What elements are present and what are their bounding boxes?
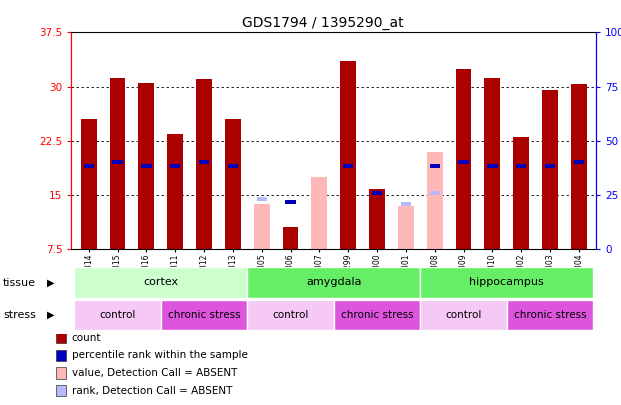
Bar (398, 206, 414, 249)
Bar (141, 164, 152, 168)
Bar (56, 332, 66, 343)
Text: control: control (273, 310, 309, 320)
Bar (516, 164, 527, 168)
Bar (401, 202, 411, 206)
Bar (430, 192, 440, 196)
Text: control: control (445, 310, 482, 320)
Bar (247, 300, 334, 330)
Bar (167, 134, 183, 249)
Bar (484, 78, 501, 249)
Bar (343, 164, 353, 168)
Text: control: control (99, 310, 136, 320)
Text: GDS1794 / 1395290_at: GDS1794 / 1395290_at (242, 16, 404, 30)
Bar (456, 68, 471, 249)
Bar (228, 164, 238, 168)
Bar (514, 137, 529, 249)
Text: count: count (71, 333, 101, 343)
Bar (225, 119, 241, 249)
Bar (256, 196, 267, 200)
Bar (430, 164, 440, 168)
Text: cortex: cortex (143, 277, 178, 288)
Bar (458, 160, 469, 164)
Bar (56, 350, 66, 361)
Bar (110, 78, 125, 249)
Text: hippocampus: hippocampus (469, 277, 544, 288)
Bar (283, 228, 299, 249)
Bar (369, 189, 385, 249)
Text: value, Detection Call = ABSENT: value, Detection Call = ABSENT (71, 368, 237, 378)
Bar (254, 204, 270, 249)
Bar (312, 177, 327, 249)
Bar (56, 367, 66, 379)
Bar (571, 84, 587, 249)
Bar (286, 200, 296, 204)
Bar (161, 300, 247, 330)
Text: rank, Detection Call = ABSENT: rank, Detection Call = ABSENT (71, 386, 232, 396)
Text: chronic stress: chronic stress (341, 310, 414, 320)
Bar (340, 61, 356, 249)
Bar (75, 267, 247, 298)
Text: chronic stress: chronic stress (514, 310, 586, 320)
Bar (196, 79, 212, 249)
Bar (247, 267, 420, 298)
Bar (334, 300, 420, 330)
Text: amygdala: amygdala (306, 277, 361, 288)
Text: chronic stress: chronic stress (168, 310, 240, 320)
Text: ▶: ▶ (47, 278, 54, 288)
Bar (138, 83, 154, 249)
Bar (487, 164, 497, 168)
Text: stress: stress (3, 310, 36, 320)
Bar (420, 267, 593, 298)
Bar (81, 119, 97, 249)
Text: ▶: ▶ (47, 310, 54, 320)
Bar (574, 160, 584, 164)
Bar (84, 164, 94, 168)
Bar (75, 300, 161, 330)
Bar (170, 164, 180, 168)
Bar (507, 300, 593, 330)
Text: tissue: tissue (3, 278, 36, 288)
Text: percentile rank within the sample: percentile rank within the sample (71, 350, 248, 360)
Bar (372, 192, 382, 196)
Bar (542, 90, 558, 249)
Bar (199, 160, 209, 164)
Bar (112, 160, 123, 164)
Bar (420, 300, 507, 330)
Bar (545, 164, 555, 168)
Bar (427, 151, 443, 249)
Bar (56, 385, 66, 396)
